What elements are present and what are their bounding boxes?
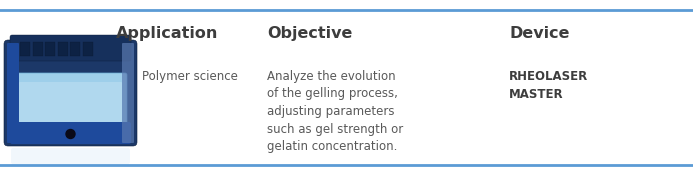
Bar [33, 42, 42, 56]
FancyBboxPatch shape [122, 43, 134, 143]
FancyBboxPatch shape [19, 82, 122, 122]
Bar [70, 42, 80, 56]
Bar [82, 42, 92, 56]
FancyBboxPatch shape [11, 148, 130, 164]
FancyBboxPatch shape [7, 43, 19, 143]
Text: Objective: Objective [267, 26, 352, 41]
Text: Analyze the evolution
of the gelling process,
adjusting parameters
such as gel s: Analyze the evolution of the gelling pro… [267, 70, 403, 153]
FancyBboxPatch shape [14, 73, 127, 129]
Text: Application: Application [116, 26, 218, 41]
Text: Polymer science: Polymer science [142, 70, 238, 83]
Text: RHEOLASER
MASTER: RHEOLASER MASTER [509, 70, 588, 100]
Bar [45, 42, 55, 56]
FancyBboxPatch shape [4, 40, 137, 146]
Bar [20, 42, 30, 56]
FancyBboxPatch shape [10, 35, 131, 61]
Text: Device: Device [509, 26, 570, 41]
Circle shape [66, 130, 75, 138]
Bar [58, 42, 67, 56]
FancyBboxPatch shape [10, 122, 131, 144]
